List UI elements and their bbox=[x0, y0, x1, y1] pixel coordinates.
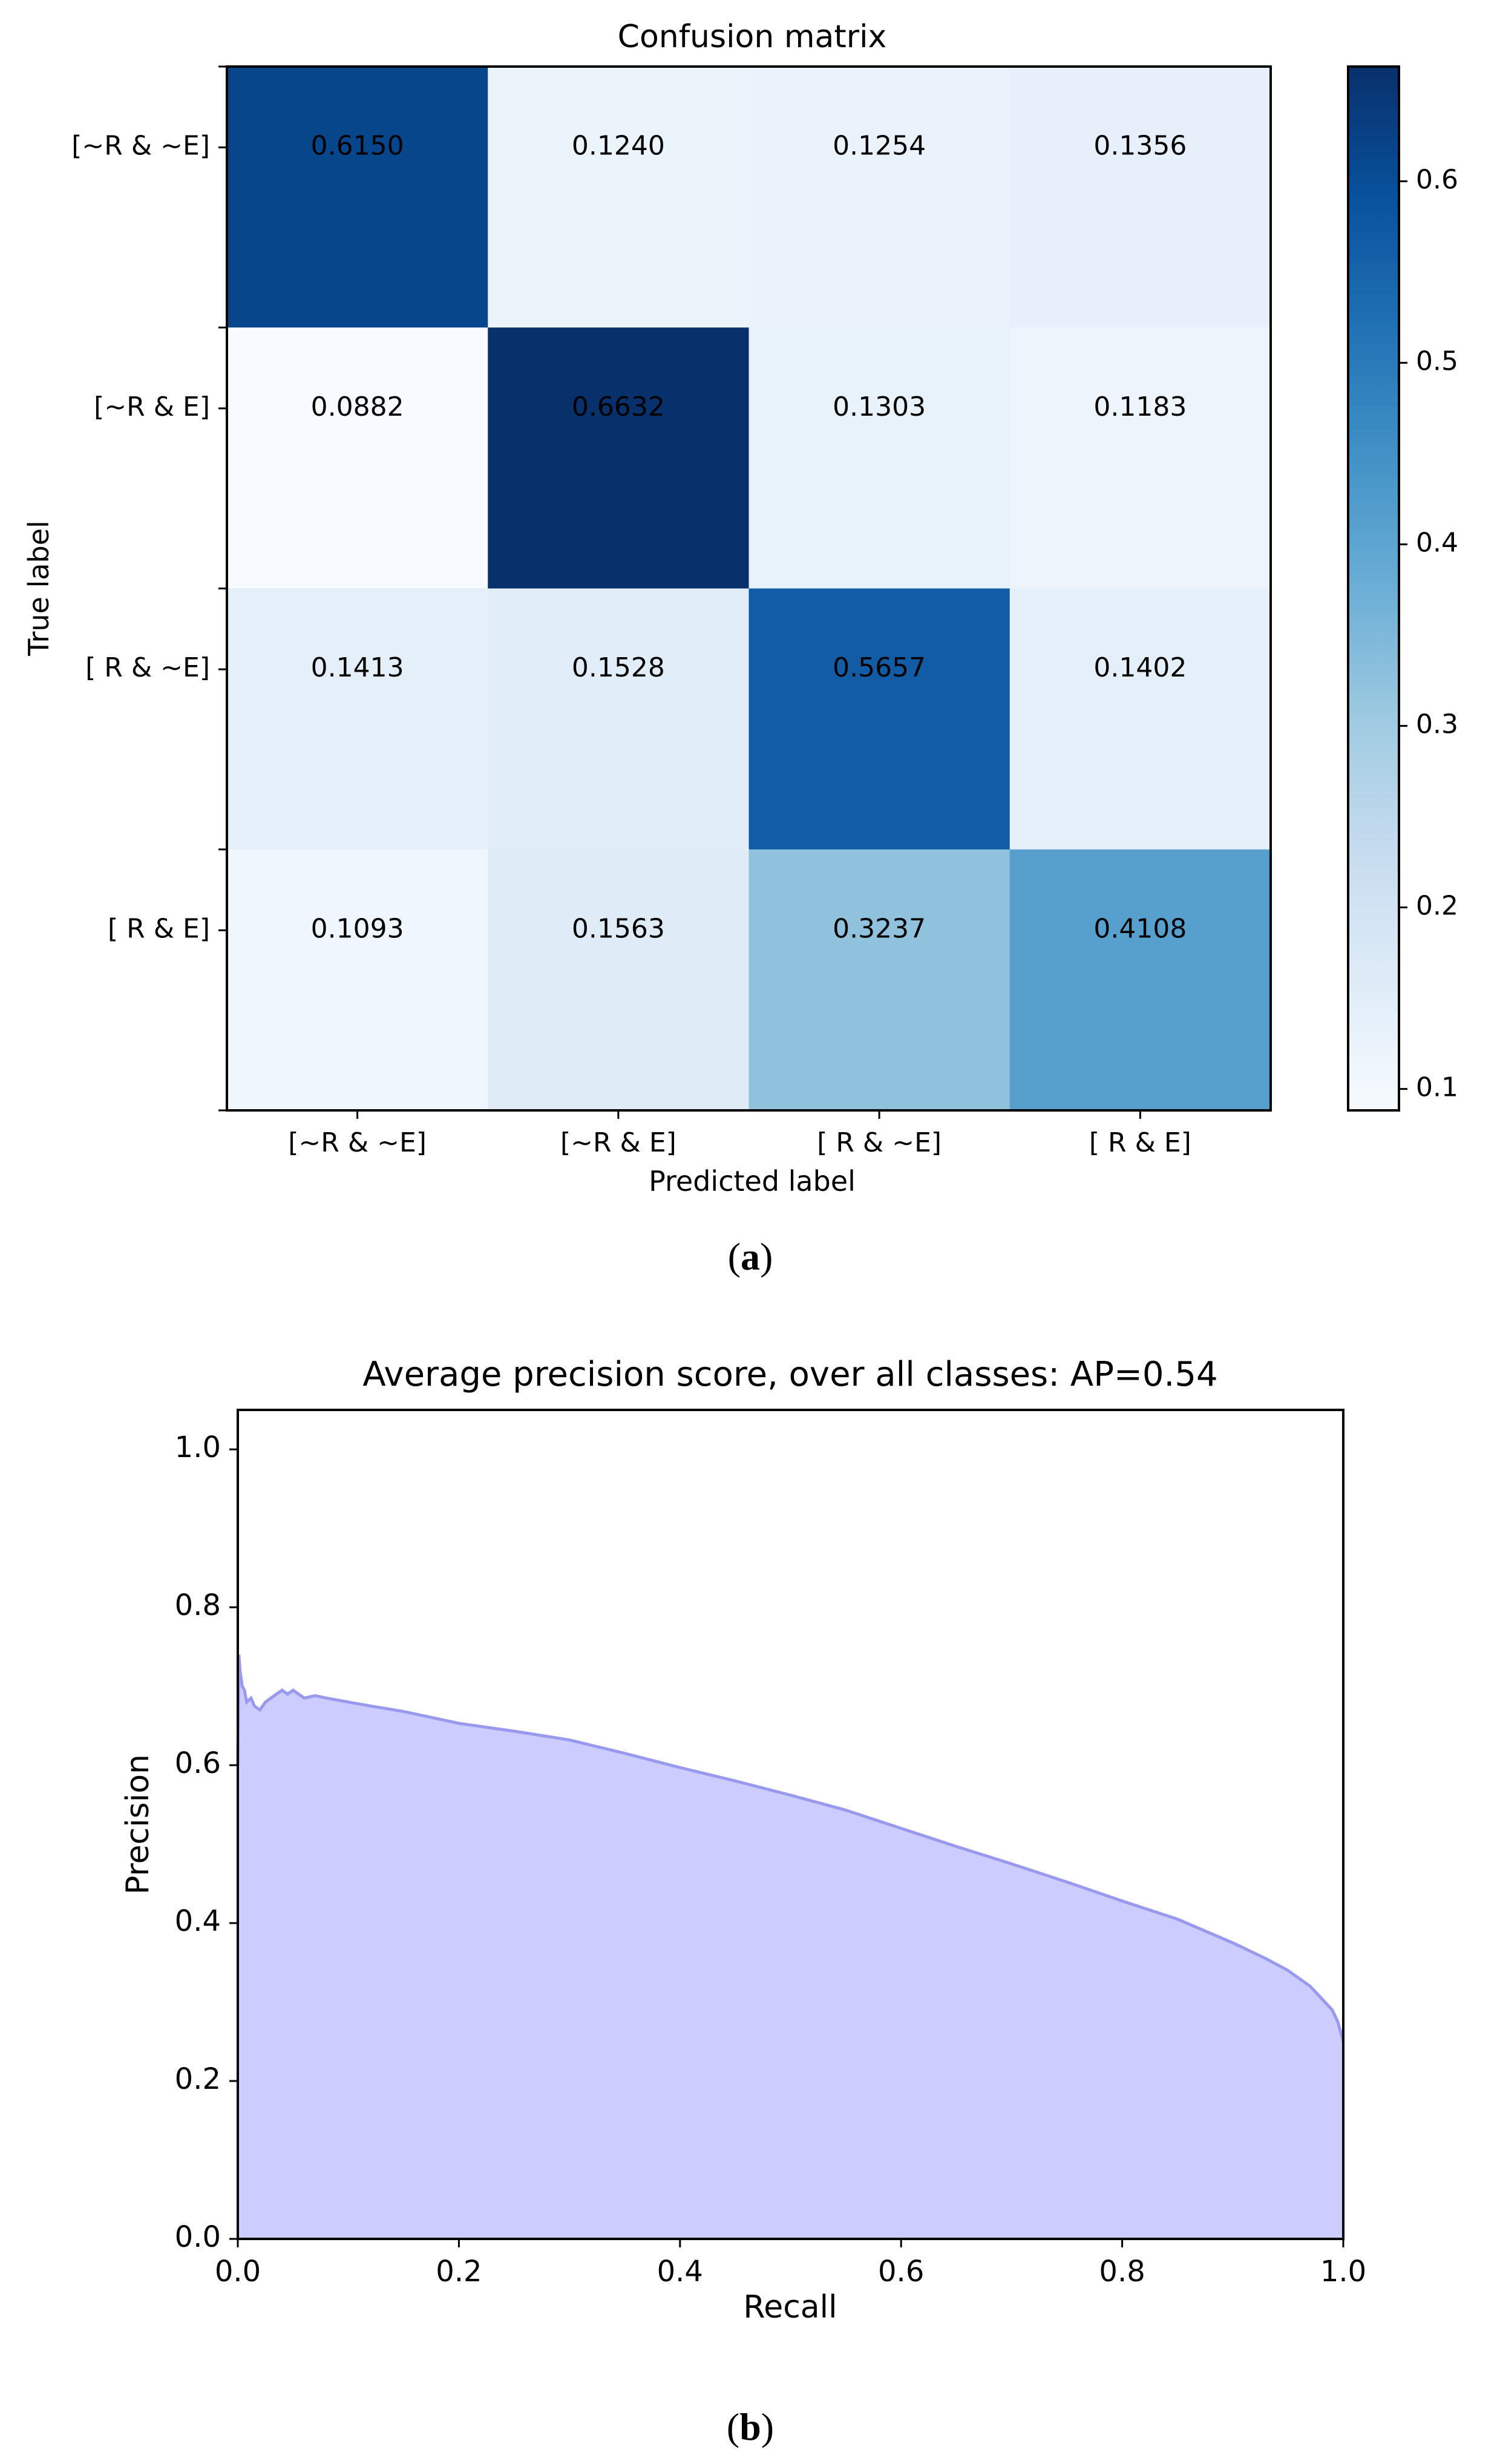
cm-xtick-label: [ R & E] bbox=[1089, 1127, 1191, 1158]
caption-a: (a) bbox=[728, 1235, 773, 1278]
cm-value-r0-c0: 0.6150 bbox=[311, 131, 404, 162]
colorbar-tick-label: 0.1 bbox=[1416, 1072, 1458, 1103]
pr-xtick-label: 0.2 bbox=[436, 2255, 482, 2289]
cm-cell-r2-c3 bbox=[1009, 588, 1271, 850]
colorbar-tick-label: 0.2 bbox=[1416, 891, 1458, 922]
cm-value-r0-c1: 0.1240 bbox=[572, 131, 665, 162]
pr-area-fill bbox=[238, 1654, 1343, 2239]
pr-xtick-label: 0.6 bbox=[878, 2255, 924, 2289]
pr-xtick-label: 0.8 bbox=[1099, 2255, 1145, 2289]
caption-b-letter: b bbox=[739, 2405, 761, 2448]
pr-ytick-label: 0.6 bbox=[175, 1746, 221, 1780]
cm-value-r0-c3: 0.1356 bbox=[1093, 131, 1187, 162]
cm-cell-r3-c2 bbox=[748, 849, 1010, 1111]
cm-ytick-label: [ R & ~E] bbox=[85, 652, 210, 683]
pr-x-ticks: 0.0 0.2 0.4 0.6 0.8 1.0 bbox=[215, 2239, 1366, 2289]
cm-value-r2-c0: 0.1413 bbox=[311, 652, 404, 683]
cm-cells bbox=[227, 67, 1271, 1111]
cm-cell-r0-c1 bbox=[488, 67, 749, 328]
pr-ytick-label: 0.8 bbox=[175, 1588, 221, 1622]
pr-ytick-label: 0.2 bbox=[175, 2062, 221, 2096]
cm-ytick-label: [ R & E] bbox=[108, 913, 210, 944]
cm-value-r2-c3: 0.1402 bbox=[1093, 652, 1187, 683]
cm-x-ticks: [~R & ~E] [~R & E] [ R & ~E] [ R & E] bbox=[288, 1110, 1191, 1158]
pr-ylabel: Precision bbox=[120, 1754, 156, 1895]
cm-value-r1-c2: 0.1303 bbox=[833, 392, 926, 422]
cm-cell-r2-c1 bbox=[488, 588, 749, 850]
cm-value-r1-c1: 0.6632 bbox=[572, 392, 665, 422]
pr-ytick-label: 0.0 bbox=[175, 2220, 221, 2254]
colorbar-tick-label: 0.6 bbox=[1416, 165, 1458, 195]
colorbar-ticks: 0.1 0.2 0.3 0.4 0.5 0.6 bbox=[1399, 165, 1458, 1103]
cm-ytick-label: [~R & E] bbox=[94, 392, 210, 422]
cm-xtick-label: [ R & ~E] bbox=[817, 1127, 942, 1158]
cm-value-labels: 0.6150 0.1240 0.1254 0.1356 0.0882 0.6632 0.13… bbox=[311, 131, 1187, 945]
cm-xtick-label: [~R & ~E] bbox=[288, 1127, 427, 1158]
cm-cell-r3-c0 bbox=[227, 849, 488, 1111]
precision-recall-chart: Average precision score, over all classe… bbox=[120, 1355, 1366, 2325]
cm-cell-r1-c3 bbox=[1009, 327, 1271, 589]
pr-frame bbox=[237, 1409, 1344, 2240]
cm-ytick-label: [~R & ~E] bbox=[71, 131, 210, 162]
pr-ytick-label: 0.4 bbox=[175, 1904, 221, 1938]
cm-value-r2-c1: 0.1528 bbox=[572, 652, 665, 683]
pr-xtick-label: 1.0 bbox=[1320, 2255, 1366, 2289]
pr-xtick-label: 0.4 bbox=[657, 2255, 703, 2289]
cm-cell-r1-c0 bbox=[227, 327, 488, 589]
cm-cell-r0-c3 bbox=[1009, 67, 1271, 328]
pr-title: Average precision score, over all classe… bbox=[362, 1355, 1217, 1394]
caption-b: (b) bbox=[727, 2405, 774, 2448]
cm-cell-r3-c3 bbox=[1009, 849, 1271, 1111]
cm-cell-r3-c1 bbox=[488, 849, 749, 1111]
cm-value-r1-c0: 0.0882 bbox=[311, 392, 404, 422]
cm-value-r3-c3: 0.4108 bbox=[1093, 913, 1187, 944]
cm-cell-r1-c1 bbox=[488, 327, 749, 589]
cm-cell-r2-c0 bbox=[227, 588, 488, 850]
cm-cell-r0-c2 bbox=[748, 67, 1010, 328]
cm-value-r1-c3: 0.1183 bbox=[1093, 392, 1187, 422]
cm-value-r0-c2: 0.1254 bbox=[833, 131, 926, 162]
colorbar-tick-label: 0.4 bbox=[1416, 528, 1458, 559]
colorbar-tick-label: 0.3 bbox=[1416, 709, 1458, 740]
pr-xlabel: Recall bbox=[743, 2289, 837, 2325]
cm-cell-r0-c0 bbox=[227, 67, 488, 328]
colorbar bbox=[1347, 65, 1400, 1112]
confusion-matrix-chart: Confusion matrix 0.6150 0.1240 0.1254 0.135… bbox=[22, 19, 1458, 1198]
colorbar-tick-label: 0.5 bbox=[1416, 346, 1458, 377]
pr-y-ticks: 0.0 0.2 0.4 0.6 0.8 1.0 bbox=[175, 1430, 238, 2254]
cm-value-r3-c2: 0.3237 bbox=[833, 913, 926, 944]
pr-curve-line bbox=[236, 1654, 1345, 2042]
cm-xlabel: Predicted label bbox=[649, 1165, 856, 1198]
caption-a-letter: a bbox=[741, 1235, 760, 1278]
cm-cell-r2-c2 bbox=[748, 588, 1010, 850]
cm-cell-r1-c2 bbox=[748, 327, 1010, 589]
cm-ylabel: True label bbox=[22, 520, 55, 657]
cm-y-ticks: [~R & ~E] [~R & E] [ R & ~E] [ R & E] bbox=[71, 65, 227, 1112]
cm-value-r3-c0: 0.1093 bbox=[311, 913, 404, 944]
cm-title: Confusion matrix bbox=[618, 19, 887, 55]
cm-value-r2-c2: 0.5657 bbox=[833, 652, 926, 683]
cm-xtick-label: [~R & E] bbox=[560, 1127, 676, 1158]
pr-ytick-label: 1.0 bbox=[175, 1430, 221, 1464]
pr-xtick-label: 0.0 bbox=[215, 2255, 261, 2289]
cm-value-r3-c1: 0.1563 bbox=[572, 913, 665, 944]
